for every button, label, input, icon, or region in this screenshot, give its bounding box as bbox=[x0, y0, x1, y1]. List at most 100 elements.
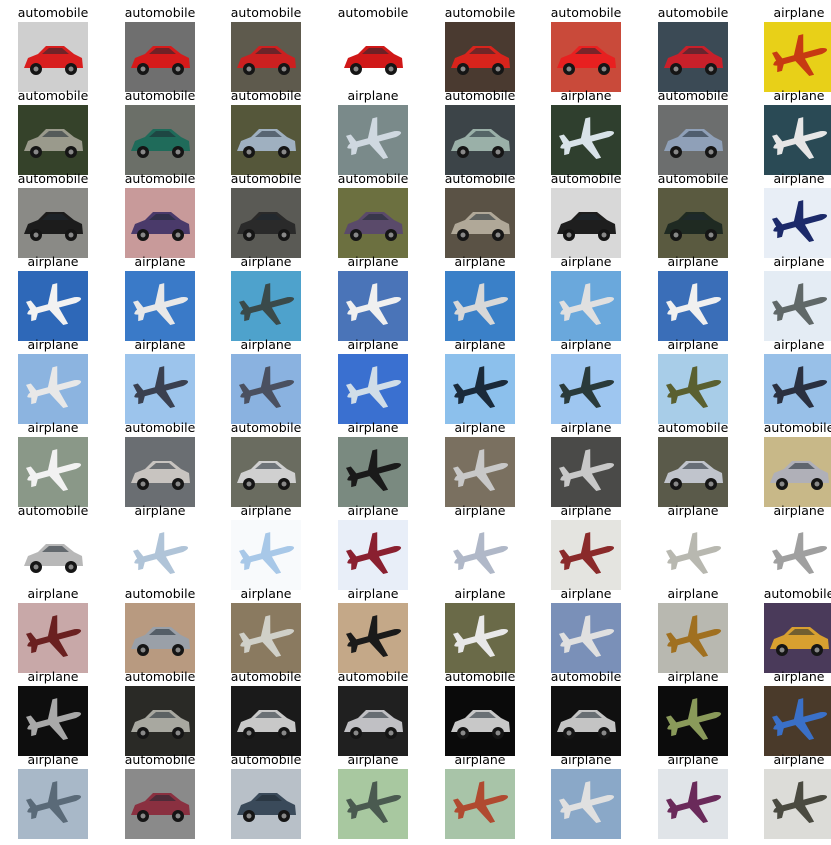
airplane-icon bbox=[551, 437, 621, 507]
grid-cell: airplane bbox=[320, 747, 426, 839]
class-label: automobile bbox=[124, 88, 196, 103]
grid-cell: automobile bbox=[107, 0, 213, 92]
grid-cell: airplane bbox=[0, 581, 106, 673]
car-icon bbox=[445, 686, 515, 756]
airplane-thumbnail bbox=[764, 271, 831, 341]
airplane-thumbnail bbox=[338, 603, 408, 673]
airplane-icon bbox=[338, 354, 408, 424]
grid-cell: airplane bbox=[427, 249, 533, 341]
airplane-icon bbox=[764, 271, 831, 341]
class-label: airplane bbox=[134, 503, 186, 518]
airplane-icon bbox=[658, 271, 728, 341]
airplane-icon bbox=[18, 354, 88, 424]
class-label: airplane bbox=[134, 337, 186, 352]
grid-cell: airplane bbox=[0, 664, 106, 756]
grid-cell: airplane bbox=[533, 747, 639, 839]
airplane-thumbnail bbox=[231, 520, 301, 590]
class-label: automobile bbox=[444, 669, 516, 684]
grid-cell: airplane bbox=[0, 415, 106, 507]
grid-cell: airplane bbox=[427, 415, 533, 507]
car-icon bbox=[551, 188, 621, 258]
class-label: automobile bbox=[337, 171, 409, 186]
grid-cell: airplane bbox=[533, 249, 639, 341]
grid-cell: automobile bbox=[213, 83, 319, 175]
class-label: airplane bbox=[454, 586, 506, 601]
class-label: airplane bbox=[27, 254, 79, 269]
grid-cell: airplane bbox=[320, 415, 426, 507]
car-thumbnail bbox=[658, 105, 728, 175]
class-label: airplane bbox=[667, 503, 719, 518]
airplane-icon bbox=[764, 105, 831, 175]
car-thumbnail bbox=[338, 22, 408, 92]
class-label: airplane bbox=[240, 337, 292, 352]
grid-cell: airplane bbox=[0, 747, 106, 839]
class-label: automobile bbox=[763, 586, 831, 601]
car-icon bbox=[764, 437, 831, 507]
car-thumbnail bbox=[231, 188, 301, 258]
airplane-icon bbox=[18, 271, 88, 341]
airplane-thumbnail bbox=[445, 271, 515, 341]
grid-cell: automobile bbox=[320, 166, 426, 258]
car-icon bbox=[231, 686, 301, 756]
airplane-thumbnail bbox=[231, 271, 301, 341]
class-label: automobile bbox=[124, 586, 196, 601]
grid-cell: automobile bbox=[746, 581, 831, 673]
grid-cell: airplane bbox=[640, 332, 746, 424]
car-icon bbox=[231, 437, 301, 507]
grid-cell: airplane bbox=[107, 249, 213, 341]
grid-cell: automobile bbox=[107, 581, 213, 673]
grid-cell: airplane bbox=[746, 166, 831, 258]
class-label: automobile bbox=[657, 88, 729, 103]
airplane-thumbnail bbox=[658, 354, 728, 424]
grid-cell: automobile bbox=[107, 166, 213, 258]
class-label: automobile bbox=[444, 171, 516, 186]
airplane-thumbnail bbox=[551, 105, 621, 175]
grid-cell: airplane bbox=[320, 498, 426, 590]
airplane-icon bbox=[18, 769, 88, 839]
grid-cell: airplane bbox=[213, 498, 319, 590]
airplane-icon bbox=[231, 603, 301, 673]
airplane-icon bbox=[18, 603, 88, 673]
car-icon bbox=[125, 188, 195, 258]
class-label: airplane bbox=[560, 420, 612, 435]
airplane-thumbnail bbox=[764, 354, 831, 424]
grid-cell: airplane bbox=[107, 498, 213, 590]
class-label: airplane bbox=[240, 586, 292, 601]
airplane-thumbnail bbox=[551, 769, 621, 839]
car-thumbnail bbox=[18, 188, 88, 258]
car-thumbnail bbox=[231, 769, 301, 839]
airplane-thumbnail bbox=[445, 437, 515, 507]
grid-cell: automobile bbox=[213, 664, 319, 756]
class-label: airplane bbox=[560, 88, 612, 103]
airplane-icon bbox=[231, 354, 301, 424]
class-label: airplane bbox=[454, 254, 506, 269]
grid-cell: automobile bbox=[107, 664, 213, 756]
airplane-icon bbox=[445, 437, 515, 507]
airplane-icon bbox=[658, 603, 728, 673]
class-label: automobile bbox=[17, 503, 89, 518]
car-thumbnail bbox=[125, 437, 195, 507]
airplane-icon bbox=[338, 769, 408, 839]
grid-cell: airplane bbox=[533, 332, 639, 424]
class-label: airplane bbox=[667, 752, 719, 767]
airplane-thumbnail bbox=[338, 520, 408, 590]
airplane-thumbnail bbox=[125, 271, 195, 341]
airplane-thumbnail bbox=[125, 520, 195, 590]
grid-cell: airplane bbox=[533, 498, 639, 590]
class-label: airplane bbox=[134, 254, 186, 269]
airplane-icon bbox=[338, 437, 408, 507]
grid-cell: automobile bbox=[533, 664, 639, 756]
grid-cell: airplane bbox=[746, 664, 831, 756]
airplane-thumbnail bbox=[658, 271, 728, 341]
grid-cell: airplane bbox=[427, 747, 533, 839]
grid-cell: automobile bbox=[640, 0, 746, 92]
car-thumbnail bbox=[125, 105, 195, 175]
class-label: airplane bbox=[560, 337, 612, 352]
airplane-thumbnail bbox=[338, 354, 408, 424]
car-icon bbox=[445, 22, 515, 92]
grid-cell: automobile bbox=[427, 166, 533, 258]
airplane-thumbnail bbox=[231, 354, 301, 424]
airplane-thumbnail bbox=[18, 271, 88, 341]
car-icon bbox=[18, 520, 88, 590]
grid-cell: automobile bbox=[0, 83, 106, 175]
